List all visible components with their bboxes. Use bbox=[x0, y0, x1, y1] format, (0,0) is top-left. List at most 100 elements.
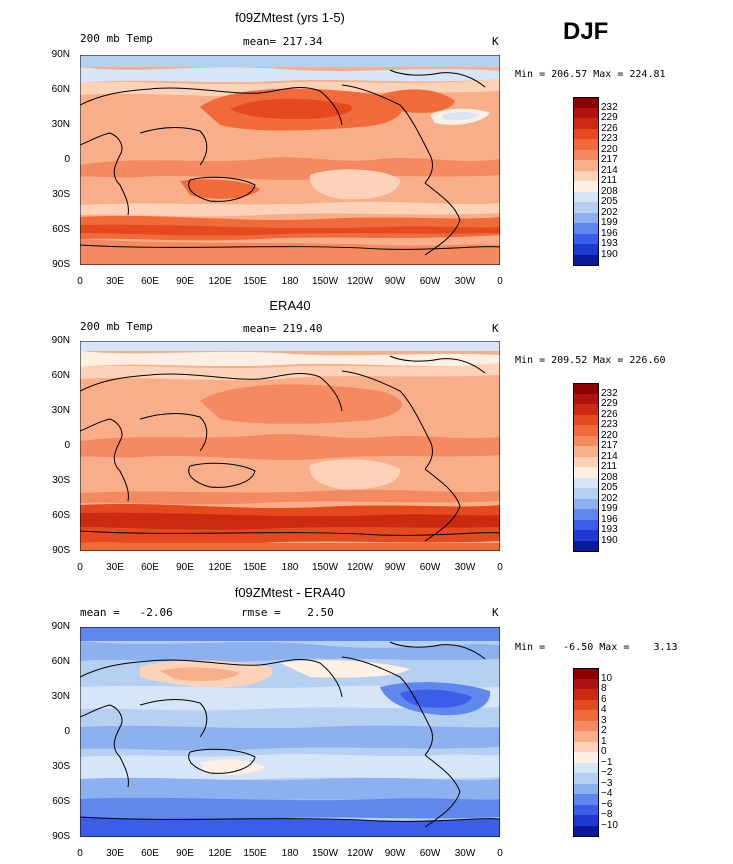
colorbar-tick-label: 2 bbox=[601, 725, 607, 736]
colorbar-tick-label: 223 bbox=[601, 133, 618, 144]
colorbar-tick-label: 217 bbox=[601, 154, 618, 165]
lon-label: 150W bbox=[311, 276, 339, 287]
colorbar-tick-label: 211 bbox=[601, 461, 617, 472]
lon-label: 60W bbox=[419, 848, 441, 859]
lon-label: 0 bbox=[77, 562, 83, 573]
lon-label: 90E bbox=[176, 276, 194, 287]
lon-label: 30E bbox=[106, 848, 124, 859]
lat-label: 90N bbox=[51, 335, 70, 346]
lat-label: 0 bbox=[64, 726, 70, 737]
lat-label: 30S bbox=[52, 475, 70, 486]
colorbar-tick-label: 232 bbox=[601, 101, 618, 113]
colorbar-tick-label: 205 bbox=[601, 196, 618, 207]
colorbar-tick-label: 232 bbox=[601, 387, 618, 399]
panel-mean-label: mean= 217.34 bbox=[243, 35, 323, 48]
season-label: DJF bbox=[563, 18, 609, 45]
colorbar: 232 229 226 223 220 217 214 211 208 205 202 199 196 1… bbox=[573, 383, 637, 553]
colorbar-tick-label: 202 bbox=[601, 206, 618, 218]
colorbar-tick-label: 3 bbox=[601, 714, 607, 726]
colorbar-tick-label: 196 bbox=[601, 513, 618, 525]
panel-units: K bbox=[492, 322, 499, 335]
contour-map bbox=[80, 627, 500, 837]
contour-map bbox=[80, 55, 500, 265]
panel-observation: ERA40 200 mb Temp mean= 219.40 K Min = 2… bbox=[51, 298, 666, 573]
panel-model: f09ZMtest (yrs 1-5) 200 mb Temp mean= 21… bbox=[0, 0, 733, 290]
colorbar-tick-label: 208 bbox=[601, 185, 618, 197]
lat-label: 90N bbox=[51, 49, 70, 60]
colorbar-tick-label: 229 bbox=[601, 398, 618, 409]
lat-label: 0 bbox=[64, 154, 70, 165]
panel-minmax: Min = 206.57 Max = 224.81 bbox=[515, 69, 666, 80]
lat-label: 60S bbox=[52, 510, 70, 521]
lon-label: 0 bbox=[497, 562, 503, 573]
lon-label: 180 bbox=[281, 562, 299, 573]
colorbar-tick-label: 8 bbox=[601, 683, 607, 694]
panel-units: K bbox=[492, 35, 499, 48]
lon-label: 60E bbox=[141, 276, 159, 287]
lon-label: 150W bbox=[311, 562, 339, 573]
colorbar-swatch bbox=[573, 825, 599, 837]
lon-label: 0 bbox=[77, 848, 83, 859]
colorbar-tick-label: −3 bbox=[601, 777, 613, 789]
panel-units: K bbox=[492, 606, 499, 619]
lon-label: 60W bbox=[419, 562, 441, 573]
lat-label: 30S bbox=[52, 761, 70, 772]
lon-label: 90E bbox=[176, 848, 194, 859]
colorbar-tick-label: −6 bbox=[601, 798, 613, 810]
lat-label: 30N bbox=[51, 691, 70, 702]
colorbar-tick-label: 6 bbox=[601, 693, 607, 705]
panel-title: ERA40 bbox=[269, 298, 311, 313]
panel-minmax: Min = -6.50 Max = 3.13 bbox=[515, 642, 678, 653]
lat-label: 60S bbox=[52, 224, 70, 235]
colorbar-tick-label: 205 bbox=[601, 482, 618, 493]
lon-label: 90E bbox=[176, 562, 194, 573]
lon-label: 90W bbox=[384, 562, 406, 573]
colorbar-tick-label: 190 bbox=[601, 248, 618, 260]
colorbar-tick-label: 10 bbox=[601, 672, 613, 684]
colorbar-tick-label: 1 bbox=[601, 735, 607, 747]
colorbar-tick-label: 202 bbox=[601, 492, 618, 504]
lon-label: 30E bbox=[106, 562, 124, 573]
lon-label: 30E bbox=[106, 276, 124, 287]
lat-label: 30N bbox=[51, 119, 70, 130]
colorbar-swatch bbox=[573, 540, 599, 552]
colorbar-tick-label: −1 bbox=[601, 756, 613, 768]
panel-mean-label: mean= 219.40 bbox=[243, 322, 323, 335]
lat-label: 60N bbox=[51, 84, 70, 95]
colorbar-tick-label: 217 bbox=[601, 440, 618, 451]
lon-label: 0 bbox=[497, 848, 503, 859]
lon-label: 0 bbox=[77, 276, 83, 287]
colorbar-tick-label: −10 bbox=[601, 819, 618, 831]
lon-label: 90W bbox=[384, 276, 406, 287]
colorbar-tick-label: 208 bbox=[601, 471, 618, 483]
colorbar: 232 229 226 223 220 217 214 211 208 205 202 199 196 1… bbox=[573, 97, 637, 267]
lon-label: 150E bbox=[243, 848, 267, 859]
lon-label: 150E bbox=[243, 276, 267, 287]
lat-label: 60N bbox=[51, 370, 70, 381]
colorbar-tick-label: 193 bbox=[601, 524, 618, 535]
colorbar-tick-label: −8 bbox=[601, 809, 613, 820]
colorbar-tick-label: −2 bbox=[601, 767, 613, 778]
lon-label: 150W bbox=[311, 848, 339, 859]
colorbar-tick-label: 226 bbox=[601, 408, 618, 420]
colorbar-tick-label: 229 bbox=[601, 112, 618, 123]
colorbar: 10 8 6 4 3 2 1 0 −1 −2 −3 −4 −6 −8 −10 bbox=[573, 668, 637, 838]
lon-label: 30W bbox=[454, 848, 476, 859]
lon-label: 180 bbox=[281, 276, 299, 287]
panel-rmse-label: rmse = 2.50 bbox=[241, 606, 334, 619]
colorbar-tick-label: 226 bbox=[601, 122, 618, 134]
panel-title: f09ZMtest - ERA40 bbox=[234, 585, 346, 600]
colorbar-tick-label: 214 bbox=[601, 450, 618, 462]
panel-left-label: 200 mb Temp bbox=[80, 320, 153, 333]
colorbar-tick-label: −4 bbox=[601, 788, 613, 799]
colorbar-tick-label: 220 bbox=[601, 143, 618, 155]
lat-label: 90S bbox=[52, 259, 70, 270]
lon-label: 120W bbox=[346, 562, 374, 573]
lon-label: 120E bbox=[208, 276, 232, 287]
panel-title: f09ZMtest (yrs 1-5) bbox=[235, 10, 345, 25]
lat-label: 0 bbox=[64, 440, 70, 451]
colorbar-tick-label: 0 bbox=[601, 746, 607, 757]
panel-left-label: mean = -2.06 bbox=[80, 606, 173, 619]
lon-label: 0 bbox=[497, 276, 503, 287]
